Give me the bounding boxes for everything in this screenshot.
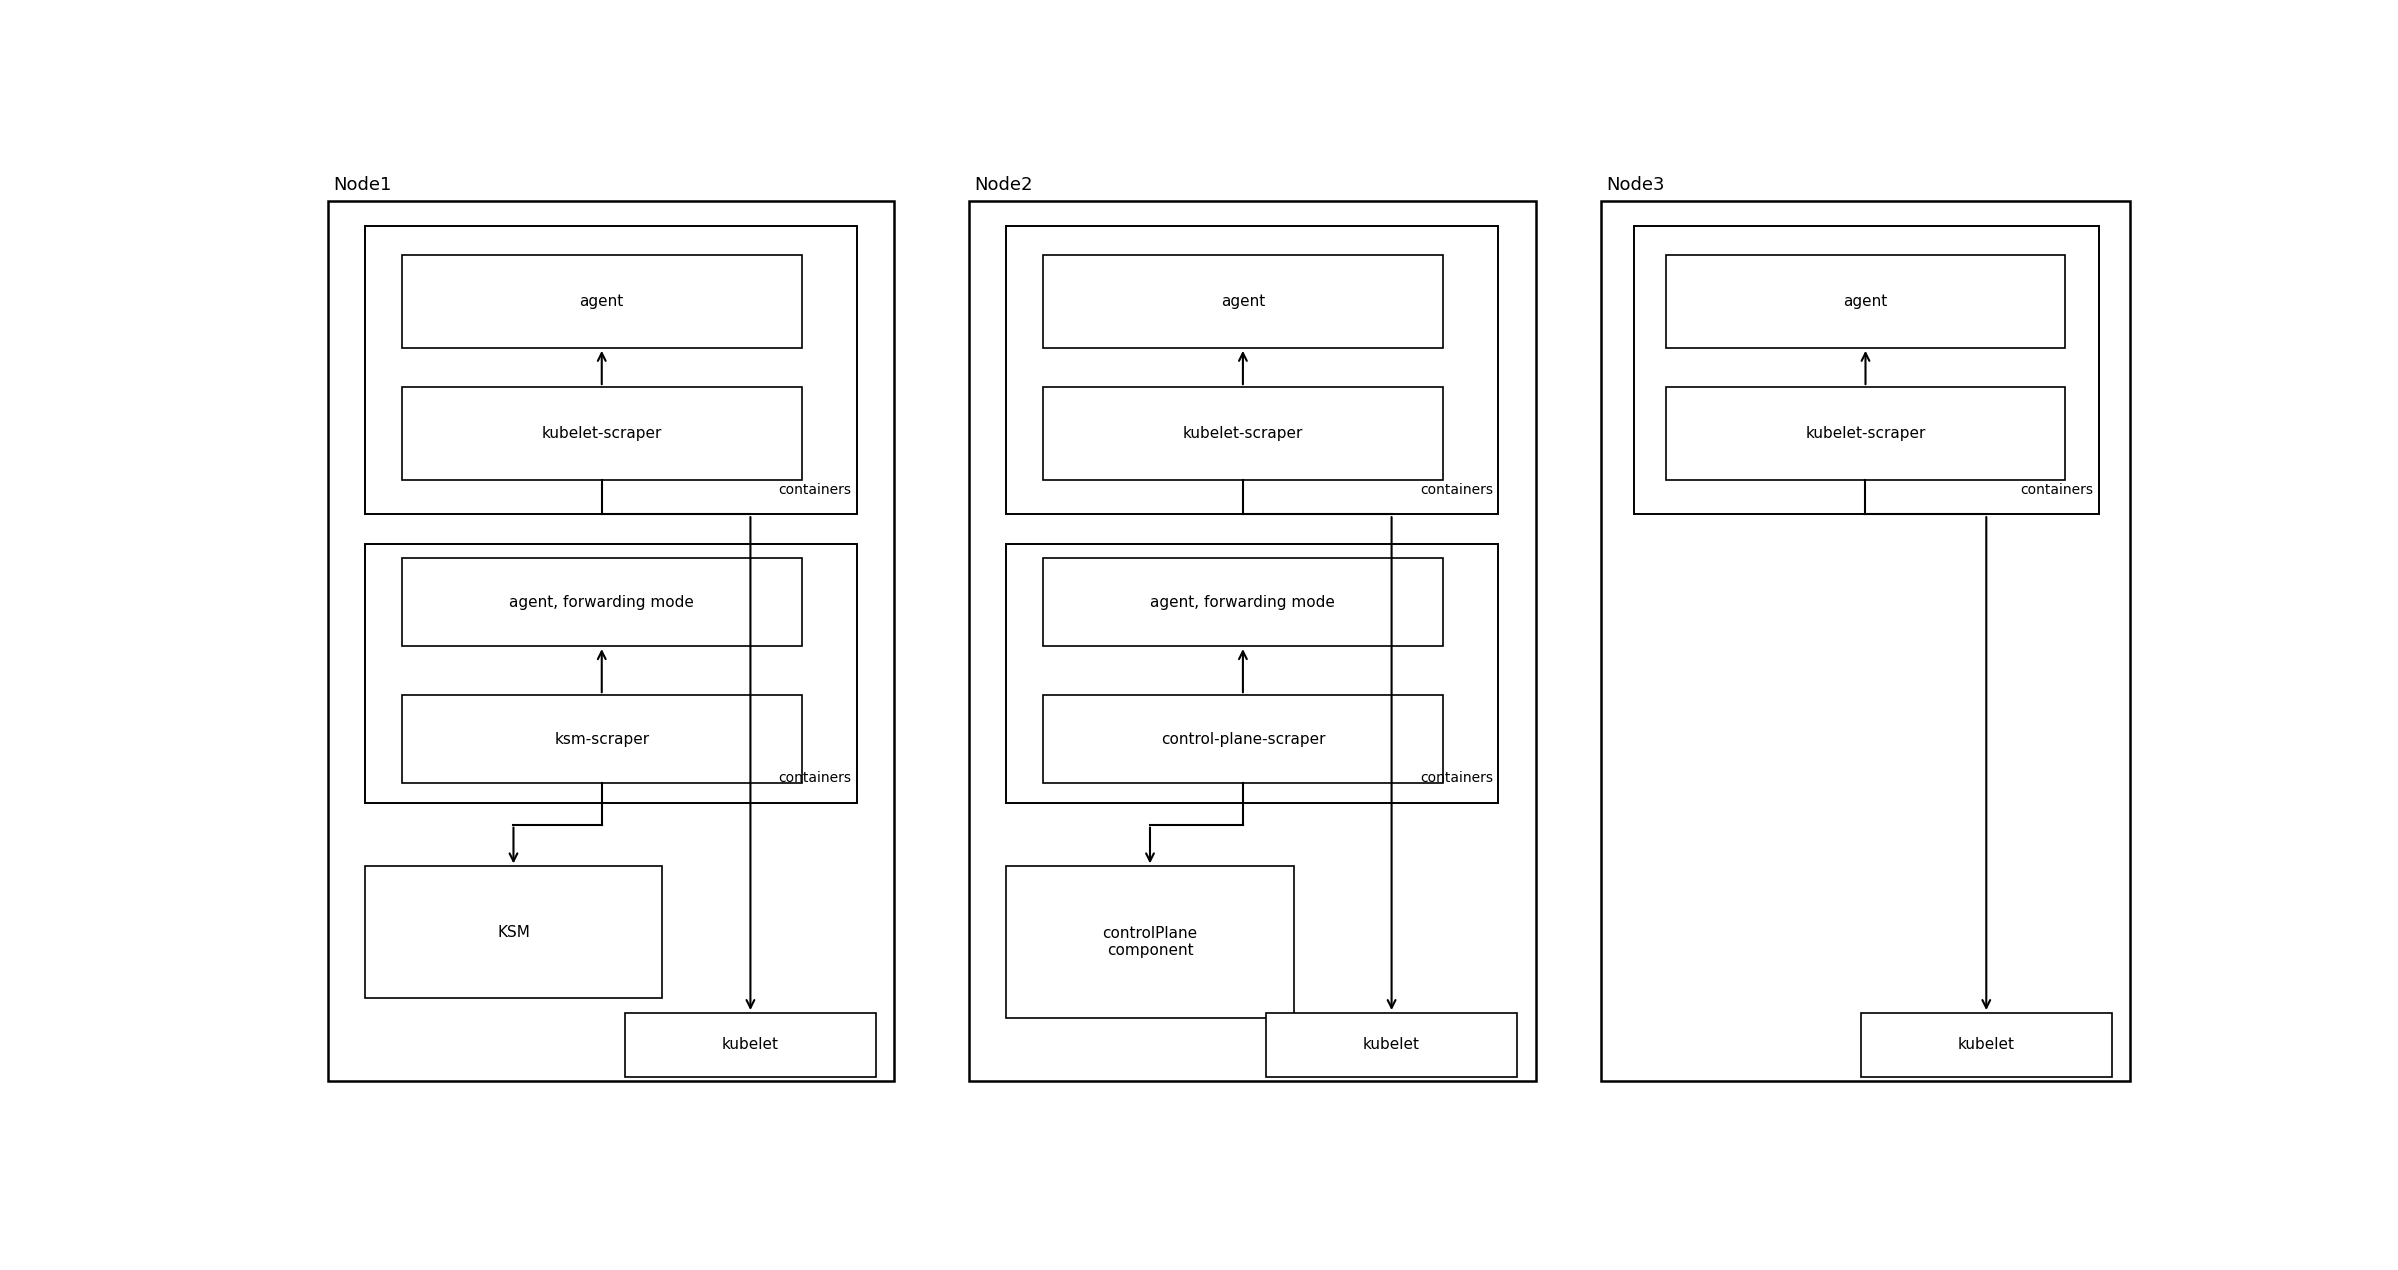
Bar [1007, 544, 1499, 803]
Text: agent: agent [1221, 295, 1266, 309]
Bar [403, 559, 801, 646]
Text: ksm-scraper: ksm-scraper [554, 732, 650, 747]
Bar [626, 1013, 875, 1077]
Text: containers: containers [1420, 771, 1494, 785]
Bar [364, 544, 858, 803]
Text: agent, forwarding mode: agent, forwarding mode [1151, 594, 1336, 610]
Bar [403, 255, 801, 348]
Text: kubelet: kubelet [722, 1038, 779, 1053]
Text: containers: containers [2019, 483, 2093, 497]
Text: kubelet-scraper: kubelet-scraper [542, 425, 662, 441]
Bar [969, 202, 1535, 1082]
Bar [1861, 1013, 2113, 1077]
Bar [364, 866, 662, 998]
Text: containers: containers [779, 771, 851, 785]
Text: containers: containers [779, 483, 851, 497]
Text: controlPlane
component: controlPlane component [1103, 926, 1197, 959]
Bar [1043, 559, 1444, 646]
Bar [1266, 1013, 1518, 1077]
Bar [1633, 226, 2098, 514]
Text: agent: agent [580, 295, 623, 309]
Bar [1043, 695, 1444, 784]
Text: agent, forwarding mode: agent, forwarding mode [508, 594, 693, 610]
Text: agent: agent [1844, 295, 1887, 309]
Bar [1667, 255, 2065, 348]
Bar [1667, 387, 2065, 480]
Bar [1043, 387, 1444, 480]
Text: kubelet: kubelet [1362, 1038, 1420, 1053]
Bar [364, 226, 858, 514]
Text: kubelet-scraper: kubelet-scraper [1182, 425, 1302, 441]
Text: Node2: Node2 [974, 177, 1034, 194]
Text: kubelet: kubelet [1957, 1038, 2014, 1053]
Bar [1602, 202, 2129, 1082]
Text: containers: containers [1420, 483, 1494, 497]
Bar [1043, 255, 1444, 348]
Bar [1007, 866, 1295, 1017]
Bar [403, 695, 801, 784]
Text: KSM: KSM [496, 925, 530, 940]
Text: Node3: Node3 [1607, 177, 1664, 194]
Bar [329, 202, 894, 1082]
Text: kubelet-scraper: kubelet-scraper [1806, 425, 1926, 441]
Bar [403, 387, 801, 480]
Text: Node1: Node1 [333, 177, 391, 194]
Text: control-plane-scraper: control-plane-scraper [1161, 732, 1326, 747]
Bar [1007, 226, 1499, 514]
